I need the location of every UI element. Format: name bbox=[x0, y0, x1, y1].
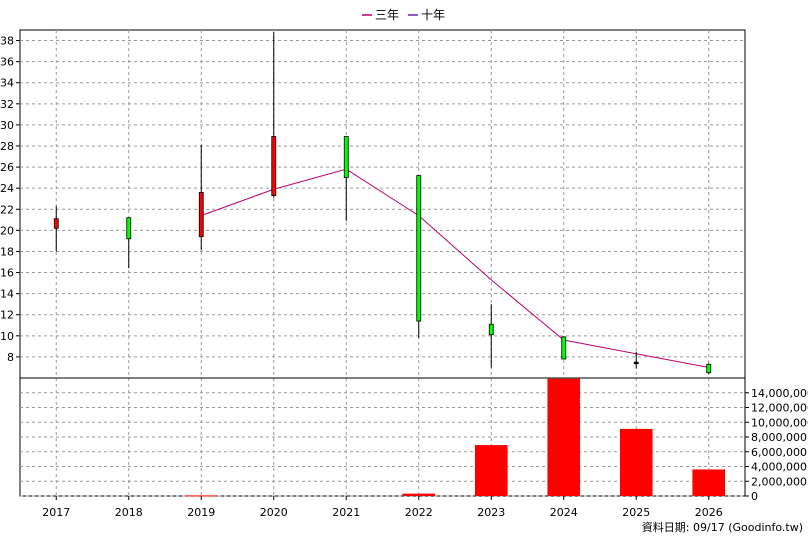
volume-tick-label: 4,000,000 bbox=[751, 461, 807, 474]
plot-frame bbox=[19, 29, 746, 497]
candle-body bbox=[53, 218, 59, 229]
candle-body bbox=[416, 175, 422, 322]
volume-tick-label: 0 bbox=[751, 490, 758, 503]
volume-bars bbox=[184, 378, 726, 497]
volume-bar bbox=[547, 378, 581, 496]
price-tick-label: 30 bbox=[0, 119, 14, 132]
candle-body bbox=[488, 323, 494, 336]
candle bbox=[633, 351, 639, 369]
candle-body bbox=[198, 191, 204, 238]
volume-tick-label: 8,000,000 bbox=[751, 431, 807, 444]
price-tick-label: 22 bbox=[0, 203, 14, 216]
price-tick-label: 18 bbox=[0, 245, 14, 258]
legend-label: 十年 bbox=[421, 8, 445, 22]
price-tick-label: 28 bbox=[0, 140, 14, 153]
ma-line bbox=[201, 168, 709, 368]
candles bbox=[53, 32, 712, 374]
x-tick-label: 2022 bbox=[405, 506, 433, 519]
grid-lines bbox=[20, 30, 745, 497]
price-tick-label: 36 bbox=[0, 56, 14, 69]
candle-body bbox=[126, 217, 132, 240]
volume-tick-label: 2,000,000 bbox=[751, 475, 807, 488]
price-tick-label: 8 bbox=[7, 351, 14, 364]
candle bbox=[561, 336, 567, 360]
volume-bar bbox=[184, 495, 218, 497]
candle-body bbox=[561, 336, 567, 360]
candle bbox=[706, 363, 712, 374]
x-tick-label: 2026 bbox=[695, 506, 723, 519]
volume-bar bbox=[402, 493, 436, 496]
legend-item: 十年 bbox=[408, 8, 445, 22]
volume-tick-label: 10,000,000 bbox=[751, 416, 808, 429]
candle-body bbox=[343, 136, 349, 179]
candle bbox=[198, 144, 204, 251]
volume-tick-label: 6,000,000 bbox=[751, 446, 807, 459]
x-tick-label: 2020 bbox=[260, 506, 288, 519]
x-tick-label: 2023 bbox=[477, 506, 505, 519]
legend: 三年 十年 bbox=[362, 8, 445, 22]
price-axis: 8 10 12 14 16 18 20 22 24 26 28 30 32 34 36 38 bbox=[0, 35, 20, 364]
candle bbox=[343, 136, 349, 221]
candle bbox=[488, 304, 494, 368]
volume-bar bbox=[474, 445, 508, 496]
candle bbox=[53, 206, 59, 252]
volume-bar bbox=[619, 428, 653, 496]
candle bbox=[271, 32, 277, 198]
candle-body bbox=[271, 136, 277, 196]
volume-tick-label: 12,000,000 bbox=[751, 402, 808, 415]
price-tick-label: 32 bbox=[0, 98, 14, 111]
price-tick-label: 34 bbox=[0, 77, 14, 90]
volume-bar bbox=[692, 469, 726, 496]
footer-source: 資料日期: 09/17 (Goodinfo.tw) bbox=[642, 520, 803, 534]
x-tick-label: 2018 bbox=[115, 506, 143, 519]
candle-body bbox=[706, 363, 712, 374]
price-tick-label: 12 bbox=[0, 309, 14, 322]
x-axis: 2017 2018 2019 2020 2021 2022 2023 2024 2025 2026 bbox=[42, 496, 723, 519]
x-tick-label: 2017 bbox=[42, 506, 70, 519]
price-tick-label: 10 bbox=[0, 330, 14, 343]
price-tick-label: 38 bbox=[0, 35, 14, 48]
x-tick-label: 2021 bbox=[332, 506, 360, 519]
price-tick-label: 14 bbox=[0, 288, 14, 301]
x-tick-label: 2025 bbox=[622, 506, 650, 519]
candle bbox=[126, 217, 132, 269]
candle bbox=[416, 175, 422, 338]
price-tick-label: 24 bbox=[0, 182, 14, 195]
legend-item: 三年 bbox=[362, 8, 399, 22]
price-tick-label: 16 bbox=[0, 267, 14, 280]
volume-tick-label: 14,000,000 bbox=[751, 387, 808, 400]
x-tick-label: 2019 bbox=[187, 506, 215, 519]
legend-label: 三年 bbox=[375, 8, 399, 22]
price-tick-label: 20 bbox=[0, 224, 14, 237]
x-tick-label: 2024 bbox=[550, 506, 578, 519]
candle-body bbox=[633, 361, 639, 365]
price-tick-label: 26 bbox=[0, 161, 14, 174]
